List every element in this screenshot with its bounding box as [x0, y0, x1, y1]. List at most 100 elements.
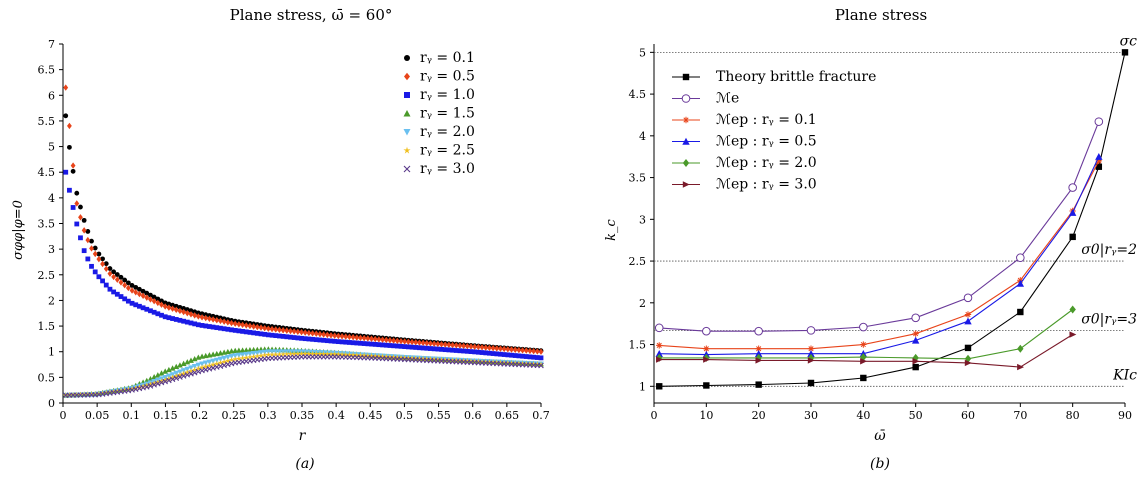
chart-a-point	[526, 360, 533, 367]
chart-a-point	[239, 355, 246, 361]
chart-a-y-tick-label: 5.5	[38, 115, 56, 128]
chart-a-point	[343, 339, 349, 345]
chart-a-point	[89, 245, 94, 252]
chart-a-point	[162, 368, 169, 374]
chart-b-series-group	[654, 49, 1129, 390]
chart-a-point	[114, 276, 120, 283]
chart-a-point	[405, 338, 411, 345]
chart-a-point	[129, 287, 135, 294]
chart-b-point	[754, 350, 763, 357]
chart-a-point	[277, 333, 282, 339]
chart-a-point	[501, 345, 507, 353]
chart-a-point	[347, 340, 352, 345]
chart-a-point	[173, 306, 179, 314]
chart-a-point	[472, 343, 478, 350]
chart-a-point	[100, 278, 105, 284]
chart-a-point	[309, 350, 316, 357]
chart-a-point	[468, 349, 474, 354]
chart-a-point	[310, 336, 315, 342]
chart-a-point	[409, 355, 416, 361]
chart-a-point	[140, 383, 147, 389]
chart-a-point	[173, 372, 180, 379]
chart-a-point	[501, 352, 507, 357]
chart-a-point	[402, 344, 408, 350]
chart-a-point	[339, 339, 345, 345]
chart-a-point	[490, 351, 496, 356]
chart-a-point	[368, 352, 375, 359]
chart-a-point	[269, 332, 275, 338]
chart-a-point	[383, 353, 390, 360]
chart-b-legend-marker	[682, 159, 690, 167]
chart-a-title: Plane stress, ω̄ = 60°	[230, 6, 393, 24]
chart-a-point	[177, 362, 183, 368]
chart-b-series-line	[659, 309, 1074, 360]
chart-a-point	[417, 339, 422, 346]
chart-a-point	[324, 331, 330, 339]
chart-a-point	[258, 331, 264, 337]
chart-b-point	[703, 382, 710, 389]
chart-a-point	[302, 336, 308, 342]
chart-a-point	[361, 352, 368, 359]
chart-b-point	[656, 383, 663, 390]
chart-a-point	[121, 386, 128, 393]
chart-a-point	[486, 359, 493, 365]
chart-b-series-2	[654, 117, 1104, 336]
chart-a-point	[144, 294, 150, 301]
chart-a-point	[162, 376, 169, 383]
chart-a-point	[358, 340, 363, 346]
chart-a-point	[236, 328, 242, 334]
chart-a-point	[265, 325, 271, 332]
chart-a-point	[92, 245, 98, 251]
chart-b-point	[1016, 253, 1025, 263]
chart-a-point	[70, 162, 76, 169]
chart-a-point	[442, 356, 449, 363]
chart-a-point	[505, 346, 511, 353]
chart-a-point	[288, 327, 293, 335]
chart-a-y-tick-label: 6.5	[38, 64, 56, 77]
chart-a-point	[320, 350, 327, 357]
chart-a-point	[67, 122, 72, 130]
chart-a-point	[247, 322, 253, 330]
chart-a-point	[165, 375, 172, 382]
chart-a-point	[218, 325, 223, 331]
chart-a-point	[188, 311, 194, 318]
chart-a-point	[85, 229, 91, 234]
chart-a-point	[487, 350, 492, 356]
chart-a-point	[317, 330, 323, 338]
chart-a-point	[431, 356, 438, 363]
chart-a-point	[210, 324, 216, 330]
chart-a-y-tick-label: 3.5	[38, 218, 56, 231]
chart-a-point	[353, 352, 360, 358]
chart-a-point	[176, 371, 183, 378]
chart-a-point	[129, 283, 135, 288]
chart-a-point	[129, 385, 136, 392]
chart-a-point	[63, 84, 69, 91]
chart-b-point	[1017, 344, 1024, 353]
chart-a-legend-marker	[404, 92, 410, 98]
chart-a-point	[151, 297, 157, 305]
chart-a-point	[202, 363, 209, 370]
chart-b-point	[860, 374, 867, 382]
chart-a-point	[187, 367, 195, 374]
chart-a-point	[177, 307, 183, 315]
chart-a-y-ticks: 0 0.5 1 1.5 2 2.5 3 3.5 4 4.5 5 5.5 6 6.5 7	[38, 38, 63, 410]
chart-a-point	[254, 330, 260, 336]
chart-a-point	[464, 342, 470, 350]
chart-a-point	[195, 322, 201, 328]
chart-b-point	[912, 363, 919, 371]
chart-a-point	[534, 361, 541, 367]
chart-a-point	[450, 347, 455, 353]
chart-a-point	[67, 144, 72, 150]
chart-b-y-tick-label: 4.5	[629, 88, 647, 101]
chart-a-point	[96, 255, 102, 263]
chart-a-point	[81, 227, 87, 234]
chart-b-point	[964, 311, 972, 318]
chart-a-point	[313, 330, 319, 337]
chart-a-point	[460, 357, 467, 364]
chart-a-point	[181, 308, 187, 316]
chart-a-point	[471, 358, 478, 365]
chart-a-point	[122, 282, 128, 289]
chart-a-point	[221, 355, 228, 362]
chart-a-y-tick-label: 7	[48, 38, 55, 51]
chart-a-point	[391, 343, 397, 349]
